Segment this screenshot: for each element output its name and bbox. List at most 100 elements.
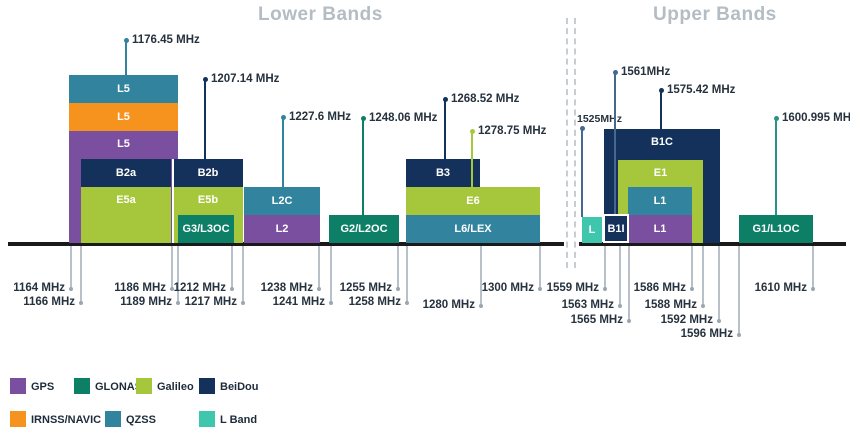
freq-drop-line-1565-mhz	[628, 246, 630, 321]
legend-label-qzss: QZSS	[126, 414, 156, 426]
band-block-label: L1	[653, 223, 667, 235]
freq-drop-dot	[176, 301, 180, 305]
freq-drop-line-1596-mhz	[738, 246, 740, 335]
freq-drop-dot	[396, 287, 400, 291]
freq-drop-line-1280-mhz	[480, 246, 482, 306]
band-block-b1i-beidou: B1I	[603, 214, 629, 243]
freq-drop-dot	[329, 301, 333, 305]
band-block-label: B1I	[607, 222, 625, 235]
freq-drop-line-1217-mhz	[242, 246, 244, 303]
freq-label-1278-75-mhz: 1278.75 MHz	[478, 125, 547, 137]
legend-swatch-qzss	[105, 411, 121, 427]
freq-drop-dot	[717, 319, 721, 323]
band-separator-dashed-line	[574, 18, 576, 268]
freq-drop-line-1212-mhz	[231, 246, 233, 289]
freq-drop-line-1166-mhz	[80, 246, 82, 303]
freq-marker-dot	[579, 125, 585, 131]
freq-label-1189-mhz: 1189 MHz	[120, 296, 172, 308]
band-block-g2-l2oc-glonass: G2/L2OC	[329, 215, 399, 243]
freq-label-1565-mhz: 1565 MHz	[570, 314, 623, 326]
freq-drop-dot	[479, 304, 483, 308]
freq-label-1610-mhz: 1610 MHz	[754, 282, 807, 294]
band-block-l5-irnss: L5	[69, 103, 178, 131]
freq-drop-line-1610-mhz	[812, 246, 814, 289]
freq-label-1212-mhz: 1212 MHz	[173, 282, 226, 294]
freq-marker-line-1600-995-mhz	[775, 118, 777, 215]
freq-label-1255-mhz: 1255 MHz	[339, 282, 392, 294]
freq-drop-dot	[618, 304, 622, 308]
legend-label-irnss-navic: IRNSS/NAVIC	[31, 414, 102, 426]
frequency-axis	[8, 242, 564, 246]
legend-label-beidou: BeiDou	[220, 381, 259, 393]
freq-drop-line-1186-mhz	[171, 246, 173, 289]
band-block-g1-l1oc-glonass: G1/L1OC	[739, 215, 813, 243]
freq-marker-dot	[280, 114, 286, 120]
band-block-l2-gps: L2	[244, 215, 320, 243]
freq-label-1166-mhz: 1166 MHz	[23, 296, 75, 308]
freq-label-1600-995-mhz: 1600.995 MHz	[782, 112, 850, 124]
legend-swatch-glonass	[74, 378, 90, 394]
freq-label-1268-52-mhz: 1268.52 MHz	[451, 93, 520, 105]
freq-marker-line-1575-42-mhz	[660, 90, 662, 129]
freq-label-1164-mhz: 1164 MHz	[13, 282, 65, 294]
freq-label-1241-mhz: 1241 MHz	[272, 296, 325, 308]
freq-marker-line-1207-14-mhz	[204, 79, 206, 159]
freq-drop-dot	[737, 333, 741, 337]
freq-drop-dot	[603, 287, 607, 291]
freq-label-1217-mhz: 1217 MHz	[184, 296, 237, 308]
band-block-label: G3/L3OC	[182, 223, 230, 235]
band-separator-dashed-line	[566, 18, 568, 268]
freq-label-1563-mhz: 1563 MHz	[561, 299, 614, 311]
band-block-label: L2	[275, 223, 289, 235]
band-block-label: G2/L2OC	[340, 223, 388, 235]
band-block-b3-beidou: B3	[406, 159, 480, 187]
band-block-label: E5b	[197, 194, 219, 206]
freq-drop-dot	[79, 301, 83, 305]
freq-label-1186-mhz: 1186 MHz	[114, 282, 166, 294]
band-block-g3-l3oc-glonass: G3/L3OC	[178, 215, 234, 243]
freq-drop-line-1586-mhz	[691, 246, 693, 289]
upper-bands-title: Upper Bands	[653, 4, 777, 25]
freq-drop-line-1255-mhz	[397, 246, 399, 289]
band-block-label: G1/L1OC	[752, 223, 800, 235]
legend-label-gps: GPS	[31, 381, 55, 393]
legend-label-l-band: L Band	[220, 414, 258, 426]
freq-label-1596-mhz: 1596 MHz	[680, 328, 733, 340]
freq-marker-dot	[612, 69, 618, 75]
band-block-label: E1	[653, 167, 668, 179]
legend-label-galileo: Galileo	[157, 381, 194, 393]
freq-drop-dot	[317, 287, 321, 291]
band-block-e6-galileo: E6	[406, 187, 540, 215]
band-block-l5-qzss: L5	[69, 75, 178, 103]
freq-marker-line-1176-45-mhz	[125, 40, 127, 75]
freq-label-1258-mhz: 1258 MHz	[348, 296, 401, 308]
band-block-label: L	[588, 224, 596, 236]
band-block-l2c-qzss: L2C	[244, 187, 320, 215]
band-block-label: B2b	[197, 167, 219, 179]
legend-label-glonass: GLONASS	[95, 381, 150, 393]
freq-marker-dot	[469, 128, 475, 134]
freq-marker-line-1268-52-mhz	[444, 99, 446, 159]
freq-label-1588-mhz: 1588 MHz	[644, 299, 697, 311]
freq-drop-line-1164-mhz	[70, 246, 72, 289]
band-block-label: B1C	[650, 136, 673, 148]
freq-marker-line-1278-75-mhz	[471, 131, 473, 187]
freq-marker-dot	[123, 37, 129, 43]
band-block-label: E6	[466, 195, 480, 207]
freq-label-1300-mhz: 1300 MHz	[481, 282, 534, 294]
band-block-l1-qzss: L1	[628, 187, 692, 215]
band-block-l-lband: L	[582, 217, 602, 243]
lower-bands-title: Lower Bands	[258, 4, 383, 25]
freq-drop-line-1189-mhz	[177, 246, 179, 303]
freq-marker-line-1561mhz	[614, 72, 616, 214]
frequency-axis	[579, 242, 846, 246]
band-block-label: L5	[117, 138, 130, 150]
freq-drop-line-1241-mhz	[330, 246, 332, 303]
freq-drop-line-1588-mhz	[702, 246, 704, 306]
freq-drop-line-1238-mhz	[318, 246, 320, 289]
legend-swatch-l-band	[199, 411, 215, 427]
freq-drop-line-1563-mhz	[619, 246, 621, 306]
freq-marker-line-1227-6-mhz	[282, 117, 284, 187]
freq-marker-line-1248-06-mhz	[362, 118, 364, 215]
